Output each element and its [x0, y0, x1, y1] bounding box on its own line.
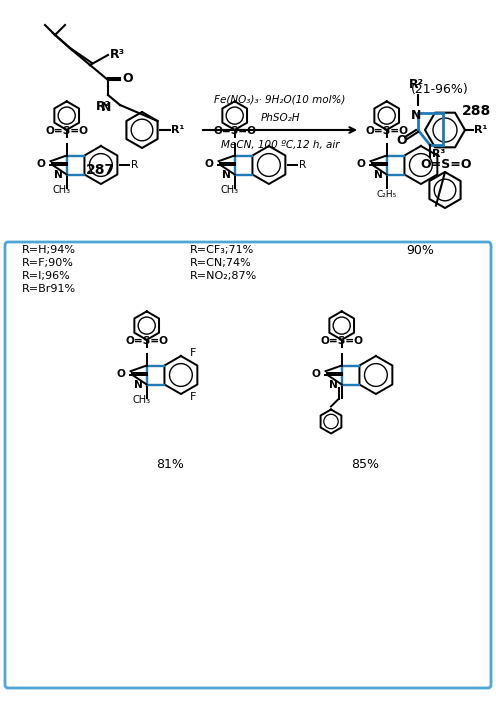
Text: (21-96%): (21-96%) — [411, 83, 469, 97]
Text: N: N — [329, 379, 338, 389]
Text: PhSO₂H: PhSO₂H — [260, 113, 300, 123]
Text: O: O — [357, 159, 366, 169]
Text: R²: R² — [408, 78, 424, 91]
Text: C₂H₅: C₂H₅ — [376, 190, 397, 199]
Text: R³: R³ — [432, 149, 445, 159]
Text: N: N — [222, 169, 231, 180]
Text: R²: R² — [96, 101, 111, 114]
Text: R¹: R¹ — [474, 125, 488, 135]
Text: O=S=O: O=S=O — [365, 126, 408, 137]
Text: R=NO₂;87%: R=NO₂;87% — [190, 271, 257, 281]
Text: O=S=O: O=S=O — [420, 159, 472, 171]
Text: O: O — [312, 369, 321, 379]
Text: R¹: R¹ — [171, 125, 185, 135]
Text: F: F — [190, 348, 196, 358]
Text: R=CF₃;71%: R=CF₃;71% — [190, 245, 254, 255]
Text: R=F;90%: R=F;90% — [22, 258, 74, 268]
Text: CH₃: CH₃ — [221, 185, 239, 195]
Text: N: N — [134, 379, 143, 389]
Text: 288: 288 — [462, 104, 491, 118]
Text: MeCN, 100 ºC,12 h, air: MeCN, 100 ºC,12 h, air — [221, 140, 339, 150]
Text: R: R — [131, 160, 139, 170]
Text: 85%: 85% — [351, 458, 379, 472]
Text: R=CN;74%: R=CN;74% — [190, 258, 252, 268]
Text: O: O — [122, 73, 132, 85]
Text: R³: R³ — [110, 49, 125, 61]
Text: 81%: 81% — [156, 458, 184, 472]
Text: R=H;94%: R=H;94% — [22, 245, 76, 255]
Text: N: N — [374, 169, 383, 180]
Text: CH₃: CH₃ — [53, 185, 71, 195]
Text: CH₃: CH₃ — [133, 395, 151, 405]
Text: 90%: 90% — [406, 243, 434, 257]
Text: O: O — [397, 135, 407, 147]
Text: O=S=O: O=S=O — [125, 336, 168, 346]
Text: O=S=O: O=S=O — [320, 336, 363, 346]
Text: R=I;96%: R=I;96% — [22, 271, 71, 281]
Text: R=Br91%: R=Br91% — [22, 284, 76, 294]
Text: O=S=O: O=S=O — [45, 126, 88, 137]
Text: R: R — [299, 160, 307, 170]
FancyBboxPatch shape — [5, 242, 491, 688]
Text: N: N — [411, 109, 421, 122]
Text: N: N — [101, 101, 111, 114]
Text: F: F — [190, 392, 196, 402]
Text: O: O — [37, 159, 46, 169]
Text: O: O — [117, 369, 126, 379]
Text: 287: 287 — [85, 163, 115, 177]
Text: O=S=O: O=S=O — [213, 126, 256, 137]
Text: O: O — [205, 159, 214, 169]
Text: Fe(NO₃)₃· 9H₂O(10 mol%): Fe(NO₃)₃· 9H₂O(10 mol%) — [214, 95, 346, 105]
Text: N: N — [54, 169, 63, 180]
